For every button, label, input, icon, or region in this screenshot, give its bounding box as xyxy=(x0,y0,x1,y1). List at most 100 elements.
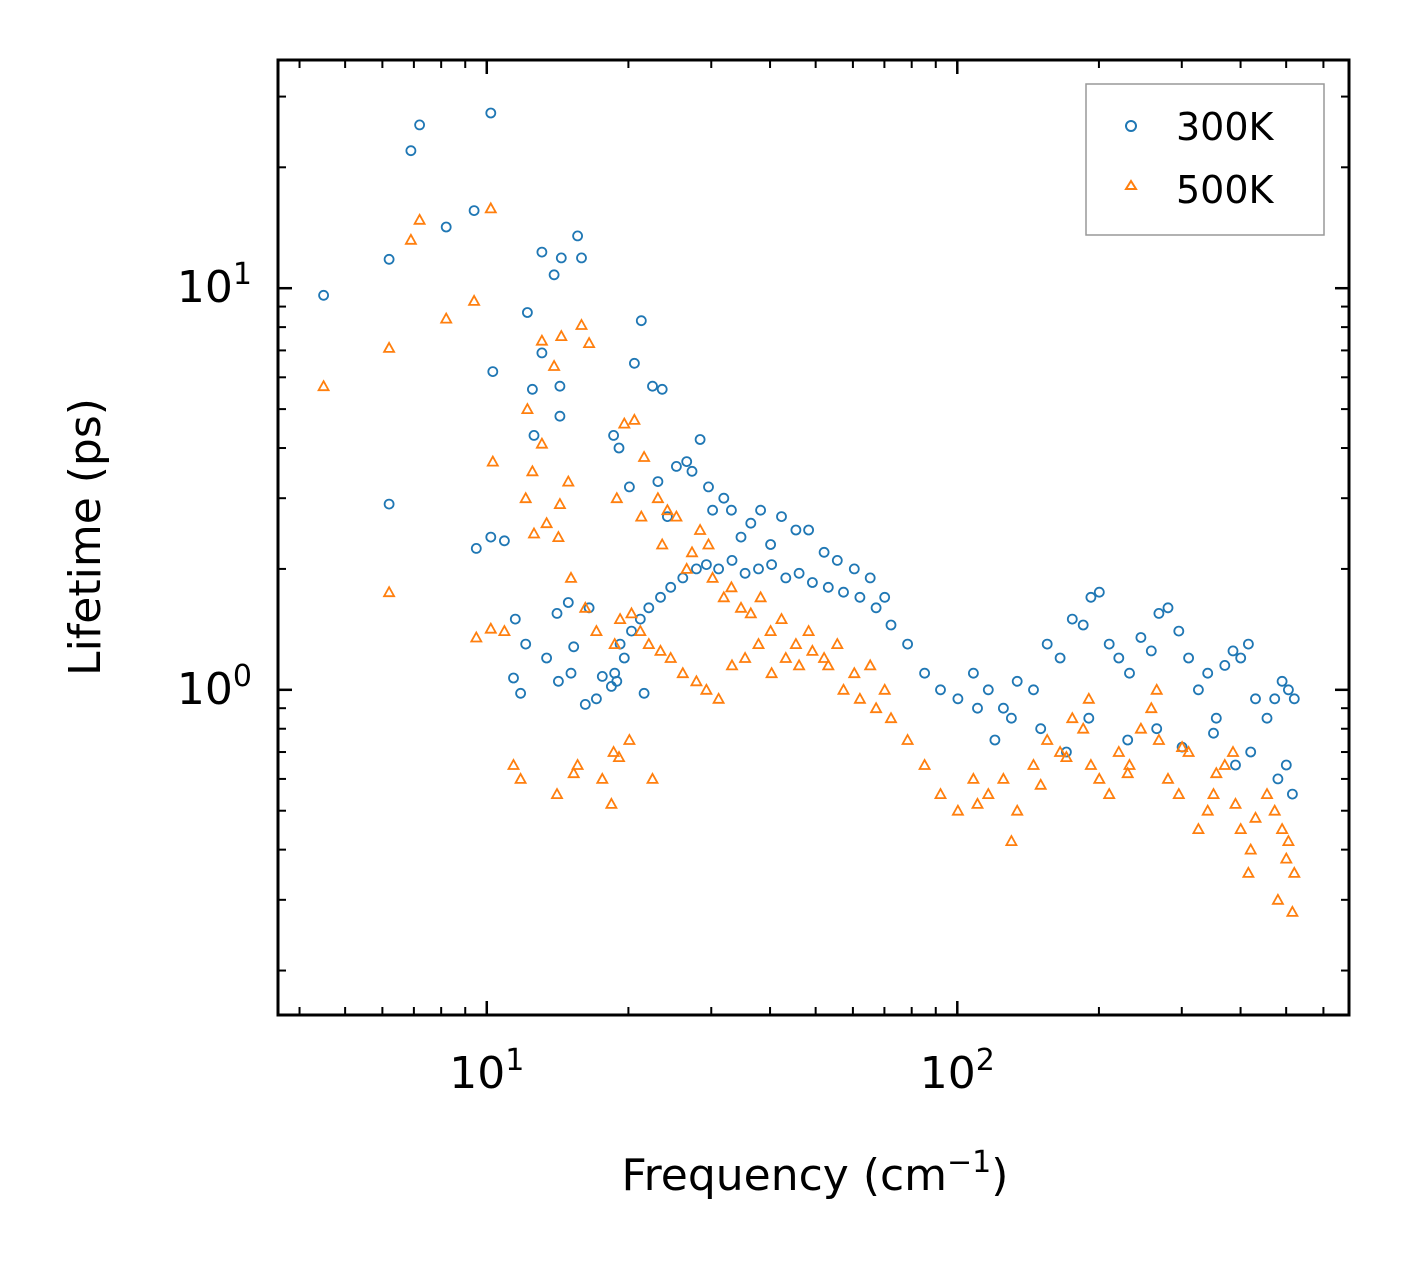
data-point-500k xyxy=(1234,822,1248,834)
data-point-500k xyxy=(551,530,565,542)
data-point-500k xyxy=(712,691,726,704)
data-point-300k xyxy=(652,476,664,488)
data-point-500k xyxy=(1228,797,1243,809)
data-point-500k xyxy=(901,733,915,745)
data-point-300k xyxy=(596,671,608,682)
data-point-300k xyxy=(854,591,866,603)
data-point-500k xyxy=(1150,682,1164,695)
data-point-300k xyxy=(1085,591,1097,603)
data-point-300k xyxy=(707,504,718,516)
data-point-500k xyxy=(655,537,669,550)
data-point-300k xyxy=(780,572,792,584)
data-point-300k xyxy=(572,230,583,242)
data-point-500k xyxy=(1053,745,1067,757)
data-point-300k xyxy=(1287,788,1298,800)
data-point-300k xyxy=(613,442,625,454)
data-point-500k xyxy=(527,526,541,539)
data-point-500k xyxy=(1201,803,1215,816)
data-point-500k xyxy=(617,416,631,429)
data-point-500k xyxy=(637,450,651,462)
data-point-300k xyxy=(1235,652,1247,664)
data-point-500k xyxy=(610,491,624,504)
x-axis-label-end: ) xyxy=(991,1150,1008,1201)
data-point-500k xyxy=(676,666,690,679)
y-axis-label: Lifetime (ps) xyxy=(60,398,111,676)
data-point-500k xyxy=(774,612,789,624)
data-point-300k xyxy=(1162,602,1174,614)
data-point-300k xyxy=(968,667,979,679)
data-point-300k xyxy=(624,481,635,493)
data-point-500k xyxy=(792,658,806,671)
series-300k xyxy=(318,107,1300,800)
data-point-500k xyxy=(578,600,592,613)
data-point-500k xyxy=(805,644,819,656)
data-point-300k xyxy=(691,563,702,575)
data-point-300k xyxy=(1011,675,1023,687)
data-point-300k xyxy=(935,684,946,696)
data-point-300k xyxy=(726,555,738,566)
data-point-300k xyxy=(703,481,714,493)
data-point-500k xyxy=(685,545,699,558)
data-point-500k xyxy=(701,537,716,550)
data-point-300k xyxy=(919,667,930,679)
data-point-300k xyxy=(1269,693,1281,705)
x-tick-label-base: 10 xyxy=(920,1048,976,1099)
data-point-500k xyxy=(1034,777,1048,790)
data-point-300k xyxy=(1077,619,1089,631)
data-point-300k xyxy=(1151,723,1163,735)
data-point-500k xyxy=(1209,766,1223,779)
data-point-300k xyxy=(468,205,480,217)
data-point-500k xyxy=(1191,822,1205,834)
data-point-500k xyxy=(1275,822,1289,834)
data-point-300k xyxy=(1135,632,1147,643)
data-point-500k xyxy=(469,630,483,643)
data-point-500k xyxy=(981,787,995,799)
data-point-300k xyxy=(755,504,766,516)
data-point-500k xyxy=(1010,803,1024,816)
data-point-300k xyxy=(694,434,706,445)
data-point-500k xyxy=(653,644,668,656)
data-point-300k xyxy=(671,460,682,472)
legend-marker-300k xyxy=(1125,120,1137,132)
data-point-500k xyxy=(1248,810,1263,823)
data-point-500k xyxy=(754,590,768,603)
data-point-300k xyxy=(838,586,849,598)
data-point-300k xyxy=(1035,723,1047,735)
data-point-500k xyxy=(439,311,453,324)
data-point-300k xyxy=(885,619,897,631)
data-point-500k xyxy=(1152,733,1166,745)
data-point-500k xyxy=(970,797,985,809)
data-point-300k xyxy=(1183,652,1194,664)
data-point-300k xyxy=(655,591,666,603)
data-point-300k xyxy=(383,253,395,265)
data-point-300k xyxy=(902,638,913,650)
data-point-300k xyxy=(870,602,882,614)
data-point-300k xyxy=(1153,608,1165,619)
data-point-500k xyxy=(612,750,626,762)
data-point-500k xyxy=(608,637,622,649)
data-point-300k xyxy=(634,613,646,625)
data-point-500k xyxy=(836,682,851,695)
data-point-500k xyxy=(1161,772,1175,784)
data-point-300k xyxy=(1243,638,1254,650)
y-tick-label: 101 xyxy=(177,257,252,313)
data-point-300k xyxy=(591,693,602,705)
data-point-500k xyxy=(863,658,877,671)
data-point-300k xyxy=(1245,746,1257,758)
data-point-500k xyxy=(1121,766,1135,779)
data-point-500k xyxy=(751,637,766,649)
data-point-300k xyxy=(713,563,724,575)
data-point-500k xyxy=(966,772,980,784)
data-point-300k xyxy=(1124,667,1135,679)
data-point-300k xyxy=(1041,638,1053,650)
legend-box xyxy=(1085,83,1325,236)
data-point-500k xyxy=(484,201,498,214)
data-point-500k xyxy=(869,701,883,714)
data-point-500k xyxy=(535,333,549,346)
data-point-300k xyxy=(681,456,693,468)
data-point-300k xyxy=(626,625,637,637)
data-point-300k xyxy=(1202,667,1214,679)
data-point-500k xyxy=(547,359,561,371)
